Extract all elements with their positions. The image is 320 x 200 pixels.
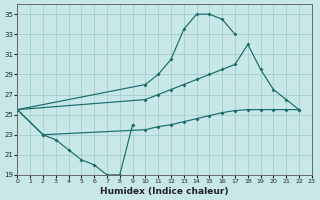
- X-axis label: Humidex (Indice chaleur): Humidex (Indice chaleur): [100, 187, 229, 196]
